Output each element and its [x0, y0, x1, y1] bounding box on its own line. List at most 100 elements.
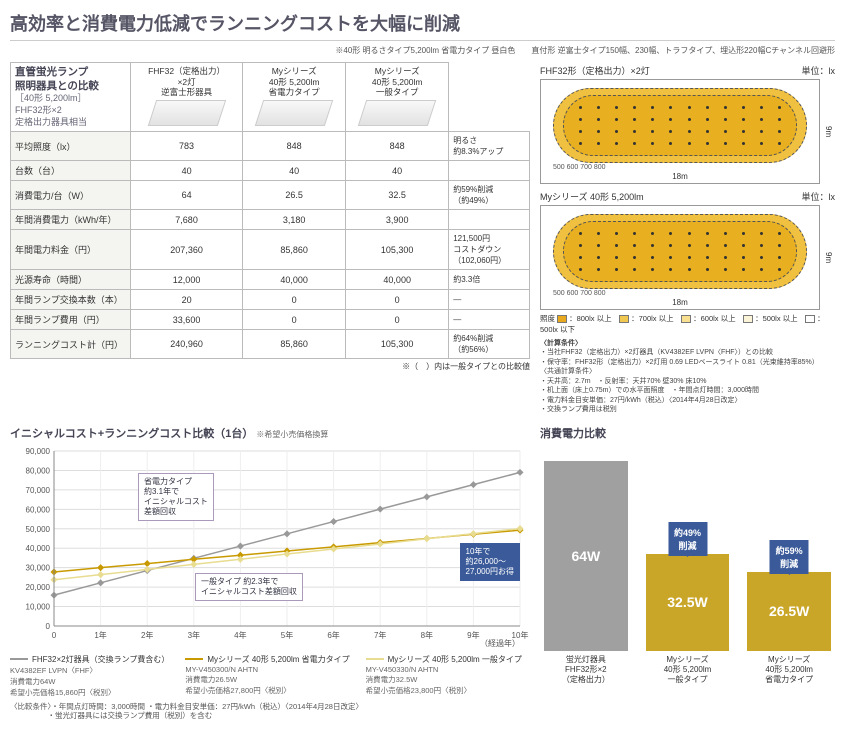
table-cell: 40 — [346, 161, 449, 181]
svg-text:（経過年）: （経過年） — [480, 638, 520, 648]
table-cell: 105,300 — [346, 230, 449, 270]
table-cell: 240,960 — [131, 330, 243, 359]
bar-label: Myシリーズ 40形 5,200lm 省電力タイプ — [765, 655, 813, 685]
table-cell: 3,180 — [243, 210, 346, 230]
svg-text:30,000: 30,000 — [26, 563, 51, 572]
table-cell: 40,000 — [346, 270, 449, 290]
table-row-head: 年間ランプ費用（円） — [11, 310, 131, 330]
svg-text:10,000: 10,000 — [26, 602, 51, 611]
bar-item: 約49% 削減 32.5W Myシリーズ 40形 5,200lm 一般タイプ — [646, 554, 730, 684]
table-cell: 848 — [243, 132, 346, 161]
page-title: 高効率と消費電力低減でランニングコストを大幅に削減 — [10, 10, 835, 41]
table-cell: 40,000 — [243, 270, 346, 290]
lux-unit: 単位：lx — [802, 64, 836, 77]
table-desc-sub: ［40形 5,200lm］ FHF32形×2 定格出力器具相当 — [15, 93, 87, 126]
table-note: 約3.3倍 — [449, 270, 530, 290]
table-cell: 33,600 — [131, 310, 243, 330]
table-cell: 0 — [243, 310, 346, 330]
svg-text:0: 0 — [52, 631, 57, 640]
svg-text:7年: 7年 — [374, 630, 386, 640]
bar-chart: 64W 蛍光灯器具 FHF32形×2 （定格出力） 約49% 削減 32.5W … — [540, 445, 835, 685]
table-cell: 40 — [131, 161, 243, 181]
lux-title: FHF32形（定格出力）×2灯 — [540, 64, 650, 77]
svg-text:6年: 6年 — [327, 630, 339, 640]
bar-value: 32.5W — [667, 594, 707, 610]
table-row-head: 台数（台） — [11, 161, 131, 181]
table-cell: 0 — [346, 290, 449, 310]
table-cell: 32.5 — [346, 181, 449, 210]
lux-title: Myシリーズ 40形 5,200lm — [540, 190, 644, 203]
legend-item: Myシリーズ 40形 5,200lm 省電力タイプ MY-V450300/N A… — [185, 654, 349, 698]
table-cell: 105,300 — [346, 330, 449, 359]
table-row-head: 消費電力/台（W） — [11, 181, 131, 210]
line-chart: 010,00020,00030,00040,00050,00060,00070,… — [10, 445, 530, 650]
svg-text:20,000: 20,000 — [26, 583, 51, 592]
table-cell: 207,360 — [131, 230, 243, 270]
svg-text:50,000: 50,000 — [26, 524, 51, 533]
table-cell: 26.5 — [243, 181, 346, 210]
chart-annot: 10年で 約26,000〜 27,000円お得 — [460, 543, 520, 581]
svg-text:90,000: 90,000 — [26, 447, 51, 456]
table-cell: 848 — [346, 132, 449, 161]
table-cell: 783 — [131, 132, 243, 161]
table-row-head: 年間消費電力（kWh/年） — [11, 210, 131, 230]
table-note: 約64%削減 （約56%） — [449, 330, 530, 359]
lux-unit: 単位：lx — [802, 190, 836, 203]
lux-legend: 照度 ：800lx 以上 ：700lx 以上 ：600lx 以上 ：500lx … — [540, 314, 835, 335]
table-note: — — [449, 290, 530, 310]
lux-notes: 〈計算条件〉 ・当社FHF32（定格出力）×2灯器具（KV4382EF LVPN… — [540, 339, 835, 415]
svg-text:80,000: 80,000 — [26, 466, 51, 475]
table-cell: 64 — [131, 181, 243, 210]
svg-text:1年: 1年 — [94, 630, 106, 640]
table-cell: 85,860 — [243, 230, 346, 270]
table-note: 約59%削減 （約49%） — [449, 181, 530, 210]
table-cell: 3,900 — [346, 210, 449, 230]
col-head: Myシリーズ 40形 5,200lm 省電力タイプ — [269, 66, 320, 97]
legend-item: Myシリーズ 40形 5,200lm 一般タイプ MY-V450330/N AH… — [366, 654, 522, 698]
table-cell: 0 — [346, 310, 449, 330]
table-note — [449, 210, 530, 230]
svg-text:5年: 5年 — [281, 630, 293, 640]
table-row-head: 平均照度（lx） — [11, 132, 131, 161]
svg-text:4年: 4年 — [234, 630, 246, 640]
lux-diagram-2: 500 600 700 800 18m9m — [540, 205, 820, 310]
table-cell: 20 — [131, 290, 243, 310]
table-cell: 85,860 — [243, 330, 346, 359]
col-head: FHF32（定格出力） ×2灯 逆富士形器具 — [148, 66, 225, 97]
svg-text:60,000: 60,000 — [26, 505, 51, 514]
bar-label: 蛍光灯器具 FHF32形×2 （定格出力） — [562, 655, 610, 685]
table-footnote: ※（ ）内は一般タイプとの比較値 — [10, 361, 530, 372]
bar-item: 約59% 削減 26.5W Myシリーズ 40形 5,200lm 省電力タイプ — [747, 572, 831, 685]
bar-badge: 約59% 削減 — [770, 540, 809, 574]
table-note: — — [449, 310, 530, 330]
table-desc-title: 直管蛍光ランプ 照明器具との比較 — [15, 66, 99, 92]
bar-item: 64W 蛍光灯器具 FHF32形×2 （定格出力） — [544, 461, 628, 685]
svg-text:2年: 2年 — [141, 630, 153, 640]
table-row-head: ランニングコスト計（円） — [11, 330, 131, 359]
table-note: 明るさ 約8.3%アップ — [449, 132, 530, 161]
table-note: 121,500円 コストダウン （102,060円） — [449, 230, 530, 270]
svg-text:3年: 3年 — [188, 630, 200, 640]
comparison-table: 直管蛍光ランプ 照明器具との比較 ［40形 5,200lm］ FHF32形×2 … — [10, 62, 530, 359]
table-row-head: 年間ランプ交換本数（本） — [11, 290, 131, 310]
linechart-title: イニシャルコスト+ランニングコスト比較（1台） ※希望小売価格換算 — [10, 425, 530, 441]
table-cell: 40 — [243, 161, 346, 181]
svg-text:70,000: 70,000 — [26, 485, 51, 494]
chart-legend: FHF32×2灯器具（交換ランプ費含む） KV4382EF LVPN〈FHF〉消… — [10, 654, 530, 698]
legend-item: FHF32×2灯器具（交換ランプ費含む） KV4382EF LVPN〈FHF〉消… — [10, 654, 169, 698]
svg-text:0: 0 — [46, 622, 51, 631]
table-row-head: 光源寿命（時間） — [11, 270, 131, 290]
table-cell: 12,000 — [131, 270, 243, 290]
svg-text:8年: 8年 — [421, 630, 433, 640]
barchart-title: 消費電力比較 — [540, 425, 835, 441]
bar-value: 26.5W — [769, 603, 809, 619]
lux-diagram-1: 500 600 700 800 18m9m — [540, 79, 820, 184]
bar-label: Myシリーズ 40形 5,200lm 一般タイプ — [664, 655, 712, 685]
col-head: Myシリーズ 40形 5,200lm 一般タイプ — [372, 66, 423, 97]
subnote: ※40形 明るさタイプ5,200lm 省電力タイプ 昼白色 直付形 逆富士タイプ… — [10, 45, 835, 56]
bar-badge: 約49% 削減 — [668, 522, 707, 556]
svg-text:9年: 9年 — [467, 630, 479, 640]
table-cell: 0 — [243, 290, 346, 310]
table-row-head: 年間電力料金（円） — [11, 230, 131, 270]
chart-annot: 一般タイプ 約2.3年で イニシャルコスト差額回収 — [195, 573, 303, 601]
